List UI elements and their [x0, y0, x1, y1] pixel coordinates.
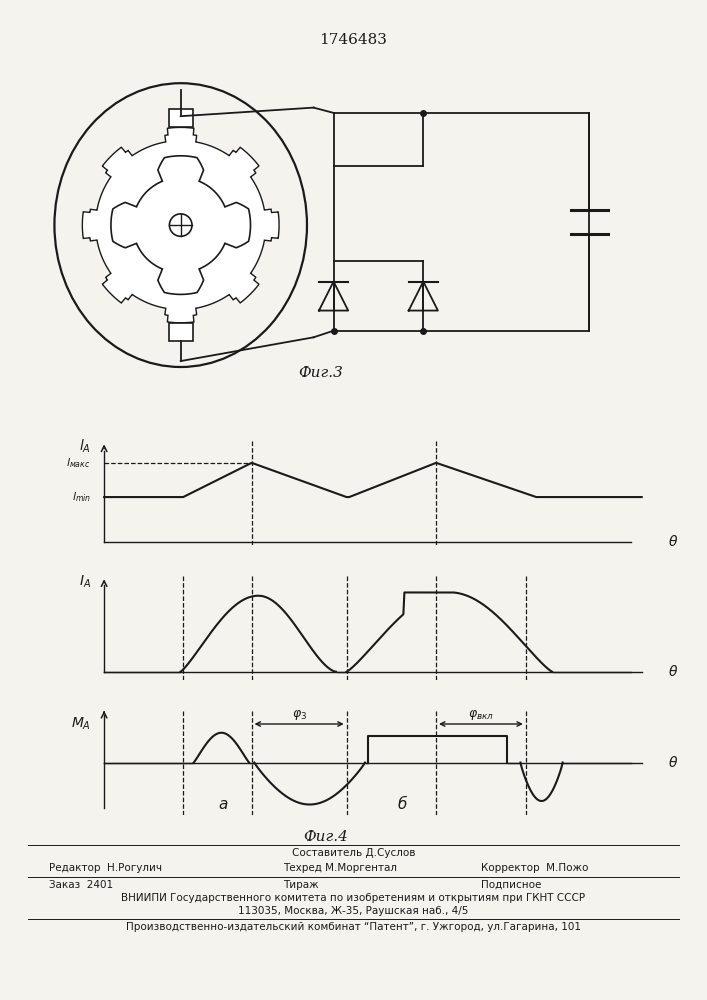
Circle shape	[170, 214, 192, 236]
Bar	[169, 109, 193, 127]
Text: $l_{макс}$: $l_{макс}$	[66, 456, 91, 470]
Polygon shape	[82, 127, 279, 323]
Text: а: а	[218, 797, 228, 812]
Text: $\varphi_{вкл}$: $\varphi_{вкл}$	[468, 708, 494, 722]
Text: $\theta$: $\theta$	[668, 664, 678, 679]
Text: Составитель Д.Суслов: Составитель Д.Суслов	[292, 848, 415, 858]
Text: $M_A$: $M_A$	[71, 716, 91, 732]
Text: Фиг.3: Фиг.3	[298, 366, 343, 380]
Text: Тираж: Тираж	[283, 880, 318, 890]
Text: Корректор  М.Пожо: Корректор М.Пожо	[481, 863, 588, 873]
Text: Редактор  Н.Рогулич: Редактор Н.Рогулич	[49, 863, 163, 873]
Text: Подписное: Подписное	[481, 880, 541, 890]
Text: $\theta$: $\theta$	[668, 755, 678, 770]
Text: ВНИИПИ Государственного комитета по изобретениям и открытиям при ГКНТ СССР: ВНИИПИ Государственного комитета по изоб…	[122, 893, 585, 903]
Text: 1746483: 1746483	[320, 33, 387, 47]
Text: Заказ  2401: Заказ 2401	[49, 880, 114, 890]
Text: 113035, Москва, Ж-35, Раушская наб., 4/5: 113035, Москва, Ж-35, Раушская наб., 4/5	[238, 906, 469, 916]
Text: $I_A$: $I_A$	[79, 574, 91, 590]
Text: Производственно-издательский комбинат “Патент”, г. Ужгород, ул.Гагарина, 101: Производственно-издательский комбинат “П…	[126, 922, 581, 932]
Text: $l_{min}$: $l_{min}$	[71, 490, 91, 504]
Polygon shape	[111, 156, 250, 294]
Text: $\theta$: $\theta$	[668, 534, 678, 549]
Text: $\varphi_3$: $\varphi_3$	[291, 708, 307, 722]
Bar	[169, 323, 193, 341]
Text: Фиг.4: Фиг.4	[303, 830, 348, 844]
Text: Техред М.Моргентал: Техред М.Моргентал	[283, 863, 397, 873]
Text: $l_A$: $l_A$	[79, 437, 91, 455]
Text: б: б	[397, 797, 407, 812]
